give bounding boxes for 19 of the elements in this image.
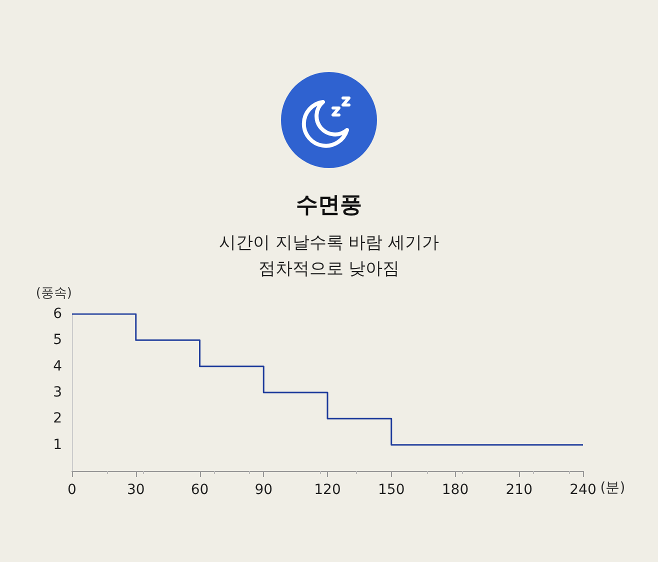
chart-title: 수면풍 xyxy=(295,192,363,220)
x-tick-label: 60 xyxy=(190,482,209,498)
x-tick-label: 240 xyxy=(570,482,596,498)
y-tick-label: 3 xyxy=(53,384,62,400)
chart-subtitle: 시간이 지날수록 바람 세기가 점차적으로 낮아짐 xyxy=(218,232,440,281)
y-tick-label: 1 xyxy=(53,436,62,453)
x-tick-label: 120 xyxy=(314,482,341,498)
y-axis-title: (풍속) xyxy=(36,286,72,301)
x-tick-label: 180 xyxy=(442,482,469,498)
x-axis-title: (분) xyxy=(600,480,626,496)
x-tick-label: 210 xyxy=(506,482,532,498)
y-tick-label: 2 xyxy=(53,410,62,427)
x-tick-label: 90 xyxy=(254,482,273,498)
y-tick-label: 4 xyxy=(53,358,62,374)
y-tick-label: 5 xyxy=(53,332,62,348)
x-tick-label: 0 xyxy=(68,482,76,498)
x-tick-label: 30 xyxy=(126,482,145,498)
y-tick-label: 6 xyxy=(53,306,62,322)
x-tick-label: 150 xyxy=(378,482,405,498)
